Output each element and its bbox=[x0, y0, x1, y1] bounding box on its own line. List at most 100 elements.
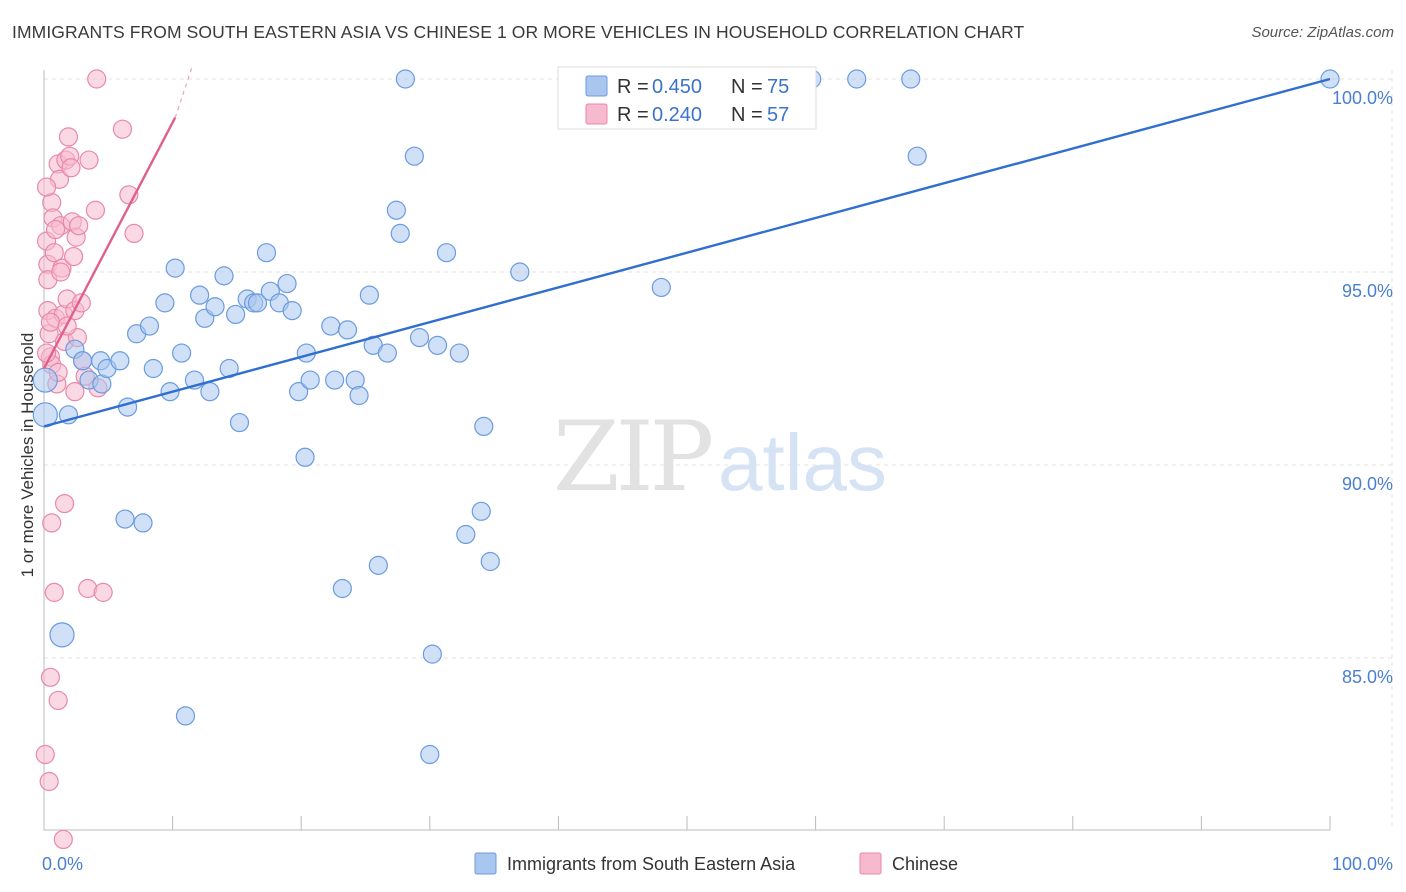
data-point bbox=[58, 127, 79, 147]
y-tick-label: 95.0% bbox=[1342, 281, 1393, 301]
data-point bbox=[40, 667, 61, 687]
stats-r-value: 0.450 bbox=[652, 76, 702, 98]
data-point bbox=[377, 343, 397, 363]
data-point bbox=[321, 316, 341, 336]
data-point bbox=[87, 69, 107, 89]
data-point bbox=[139, 316, 160, 336]
data-point bbox=[325, 370, 345, 390]
data-point bbox=[143, 358, 163, 379]
data-point bbox=[48, 690, 68, 711]
data-point bbox=[907, 146, 927, 166]
data-point bbox=[39, 771, 59, 792]
trend-line-extension bbox=[174, 67, 193, 118]
chart-source: Source: ZipAtlas.com bbox=[1251, 24, 1394, 41]
data-point bbox=[404, 146, 424, 166]
data-point bbox=[349, 385, 369, 406]
data-point bbox=[337, 320, 358, 340]
data-point bbox=[282, 301, 302, 321]
data-point bbox=[40, 312, 61, 332]
data-point bbox=[63, 246, 84, 267]
data-point bbox=[110, 351, 130, 371]
data-point bbox=[49, 622, 75, 648]
y-axis-title: 1 or more Vehicles in Household bbox=[18, 333, 37, 578]
data-point bbox=[51, 262, 71, 282]
data-point bbox=[247, 293, 268, 313]
data-point bbox=[175, 706, 196, 726]
data-point bbox=[847, 69, 867, 89]
data-point bbox=[72, 351, 93, 371]
legend-swatch bbox=[859, 852, 882, 875]
data-point bbox=[386, 200, 406, 220]
chart-title: IMMIGRANTS FROM SOUTH EASTERN ASIA VS CH… bbox=[12, 22, 1025, 42]
data-point bbox=[35, 744, 55, 765]
data-point bbox=[79, 150, 99, 170]
stats-r-label: R = bbox=[617, 76, 649, 98]
data-point bbox=[368, 555, 388, 575]
stats-r-label: R = bbox=[617, 104, 649, 126]
data-point bbox=[124, 223, 144, 243]
data-point bbox=[474, 416, 494, 436]
data-point bbox=[44, 243, 64, 263]
data-point bbox=[214, 266, 234, 286]
data-point bbox=[61, 158, 81, 178]
data-point bbox=[427, 335, 448, 355]
data-point bbox=[93, 582, 113, 602]
zipatlas-watermark: ZIP atlas bbox=[553, 401, 887, 513]
stats-n-value: 57 bbox=[767, 104, 789, 126]
stats-r-value: 0.240 bbox=[652, 104, 702, 126]
data-point bbox=[54, 494, 75, 514]
data-point bbox=[300, 370, 320, 390]
data-point bbox=[115, 509, 135, 529]
data-point bbox=[295, 447, 315, 467]
data-point bbox=[190, 285, 210, 305]
y-tick-label: 90.0% bbox=[1342, 474, 1393, 494]
data-point bbox=[69, 216, 89, 236]
data-point bbox=[456, 524, 476, 545]
stats-n-value: 75 bbox=[767, 76, 789, 98]
data-point bbox=[390, 223, 410, 243]
data-point bbox=[172, 343, 192, 363]
data-point bbox=[277, 273, 297, 294]
trend-lines bbox=[42, 67, 1331, 428]
data-point bbox=[155, 293, 175, 313]
watermark-zip: ZIP bbox=[553, 401, 712, 513]
data-point bbox=[53, 829, 73, 850]
data-point bbox=[449, 343, 469, 363]
stats-n-label: N = bbox=[731, 76, 763, 98]
data-point bbox=[359, 285, 379, 305]
data-point bbox=[510, 262, 530, 282]
data-point bbox=[36, 177, 57, 197]
stats-legend-swatch bbox=[585, 75, 608, 97]
data-point bbox=[85, 200, 106, 220]
data-point bbox=[117, 397, 138, 417]
data-point bbox=[42, 513, 62, 533]
trend-line bbox=[42, 117, 177, 370]
data-point bbox=[651, 277, 671, 298]
data-point bbox=[409, 328, 430, 348]
legend-label: Chinese bbox=[892, 854, 958, 874]
data-point bbox=[901, 69, 921, 89]
data-point bbox=[112, 119, 133, 139]
data-point bbox=[165, 258, 185, 278]
data-point bbox=[45, 219, 66, 240]
data-point bbox=[256, 243, 277, 263]
watermark-atlas: atlas bbox=[718, 418, 887, 507]
data-point bbox=[133, 513, 153, 533]
stats-n-label: N = bbox=[731, 104, 763, 126]
data-point bbox=[229, 412, 250, 433]
trend-line bbox=[43, 77, 1331, 428]
data-point bbox=[226, 304, 246, 325]
legend-swatch bbox=[474, 852, 497, 875]
bottom-legend: Immigrants from South Eastern Asia Chines… bbox=[474, 852, 958, 875]
data-point bbox=[44, 582, 64, 602]
data-point bbox=[200, 382, 220, 402]
data-point bbox=[395, 69, 415, 89]
data-point bbox=[471, 501, 491, 521]
stats-legend-swatch bbox=[585, 103, 608, 125]
data-point bbox=[289, 382, 309, 402]
data-point bbox=[205, 297, 225, 317]
x-tick-label: 100.0% bbox=[1332, 854, 1393, 874]
axes: 100.0% 95.0% 90.0% 85.0% 0.0% 100.0% bbox=[42, 70, 1393, 874]
x-tick-label: 0.0% bbox=[42, 854, 83, 874]
